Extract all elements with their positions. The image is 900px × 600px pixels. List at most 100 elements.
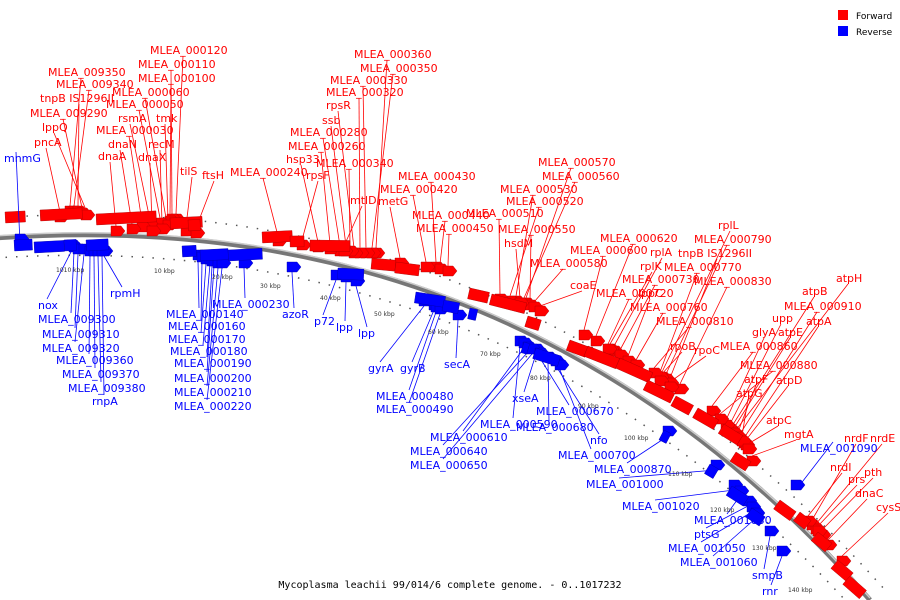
reverse-gene-leader	[197, 259, 200, 309]
scale-tick-label: 110 kbp	[668, 471, 693, 478]
forward-gene-label: MLEA_000420	[380, 183, 458, 196]
reverse-gene-leader	[618, 469, 717, 479]
reverse-gene-block	[13, 238, 33, 252]
reverse-gene-label: lpp	[358, 327, 375, 340]
forward-gene-leader	[320, 151, 331, 245]
legend: Forward Reverse	[838, 10, 893, 38]
forward-gene-block	[4, 210, 26, 224]
forward-gene-label: mgtA	[784, 428, 814, 441]
forward-gene-label: MLEA_000770	[664, 261, 742, 274]
forward-gene-label: atpC	[766, 414, 792, 427]
reverse-gene-label: MLEA_009380	[68, 382, 146, 395]
scale-tick-label: 140 kbp	[788, 587, 813, 594]
reverse-gene-label: nox	[38, 299, 58, 312]
reverse-gene-block	[704, 463, 719, 479]
forward-gene-label: MLEA_000730	[622, 273, 700, 286]
reverse-gene-label: nfo	[590, 434, 608, 447]
forward-gene-block	[467, 287, 490, 304]
reverse-gene-label: MLEA_000160	[168, 320, 246, 333]
forward-gene-block	[642, 379, 676, 404]
reverse-gene-leader	[770, 555, 783, 586]
forward-gene-label: MLEA_000830	[694, 275, 772, 288]
forward-gene-block	[810, 531, 833, 553]
forward-gene-label: hsp33	[286, 153, 320, 166]
reverse-gene-leader	[547, 361, 550, 422]
reverse-gene-leader	[88, 255, 91, 355]
reverse-gene-leader	[322, 279, 337, 316]
forward-gene-block	[729, 451, 752, 472]
reverse-gene-label: MLEA_000700	[558, 449, 636, 462]
forward-gene-label: MLEA_000560	[542, 170, 620, 183]
forward-gene-leader	[737, 384, 757, 433]
forward-gene-label: MLEA_000340	[316, 157, 394, 170]
forward-gene-label: MLEA_009350	[48, 66, 126, 79]
reverse-gene-leader	[705, 505, 749, 529]
reverse-gene-block	[227, 248, 263, 262]
forward-gene-block	[842, 575, 867, 600]
reverse-gene-arrow	[790, 479, 806, 491]
forward-gene-label: ssb	[322, 114, 340, 127]
forward-gene-label: coaE	[570, 279, 597, 292]
reverse-gene-label: MLEA_000170	[168, 333, 246, 346]
reverse-gene-label: smpB	[752, 569, 783, 582]
reverse-gene-label: MLEA_009310	[42, 328, 120, 341]
forward-gene-label: dnaX	[138, 151, 167, 164]
forward-gene-leader	[669, 258, 718, 379]
reverse-gene-leader	[355, 285, 368, 328]
forward-gene-leader	[337, 110, 355, 249]
forward-gene-leader	[128, 135, 143, 223]
forward-gene-label: MLEA_000440	[412, 209, 490, 222]
forward-gene-label: MLEA_000320	[326, 86, 404, 99]
scale-tick-label: 40 kbp	[320, 295, 341, 302]
forward-gene-label: rplA	[650, 246, 673, 259]
forward-gene-arrow	[146, 225, 162, 237]
reverse-gene-label: MLEA_001060	[680, 556, 758, 569]
forward-gene-label: cysS	[876, 501, 900, 514]
reverse-gene-leader	[763, 535, 771, 570]
forward-gene-leader	[498, 218, 501, 295]
forward-gene-leader	[747, 425, 779, 445]
reverse-gene-leader	[206, 265, 215, 373]
scale-tick-label: 100 kbp	[624, 435, 649, 442]
forward-gene-leader	[523, 181, 576, 299]
reverse-gene-label: mnmG	[4, 152, 41, 165]
forward-gene-leader	[669, 355, 707, 383]
reverse-gene-leader	[70, 251, 75, 314]
forward-gene-label: rplK	[640, 260, 663, 273]
forward-gene-leader	[807, 472, 843, 517]
forward-gene-label: ftsH	[202, 169, 224, 182]
forward-gene-label: MLEA_000240	[230, 166, 308, 179]
reverse-gene-label: MLEA_009300	[38, 313, 116, 326]
forward-gene-leader	[725, 337, 765, 421]
forward-gene-leader	[679, 286, 728, 385]
reverse-gene-leader	[206, 265, 213, 358]
forward-gene-label: MLEA_000790	[694, 233, 772, 246]
reverse-gene-leader	[202, 263, 211, 346]
forward-gene-leader	[729, 323, 782, 425]
forward-gene-arrow	[420, 261, 436, 273]
reverse-gene-label: rnr	[762, 585, 778, 598]
forward-gene-leader	[607, 298, 630, 345]
forward-gene-label: atpB	[802, 285, 828, 298]
forward-gene-leader	[583, 255, 604, 331]
reverse-gene-label: rpmH	[110, 287, 141, 300]
reverse-gene-leader	[101, 255, 105, 396]
forward-gene-block	[489, 293, 528, 314]
genome-backbone-highlight	[0, 231, 871, 599]
forward-gene-label: nrdI	[830, 461, 852, 474]
scale-tick-label: 70 kbp	[480, 351, 501, 358]
forward-gene-label: dnaC	[855, 487, 884, 500]
forward-gene-arrow	[110, 225, 126, 237]
forward-gene-leader	[609, 271, 653, 345]
forward-gene-block	[261, 230, 293, 244]
forward-gene-label: mtlD	[350, 194, 377, 207]
reverse-gene-label: azoR	[282, 308, 309, 321]
reverse-gene-leader	[442, 351, 529, 446]
forward-gene-block	[524, 315, 542, 331]
forward-gene-leader	[821, 477, 874, 531]
forward-gene-label: glyA	[752, 326, 777, 339]
reverse-gene-leader	[291, 271, 295, 309]
forward-gene-leader	[665, 244, 728, 375]
legend-reverse-label: Reverse	[856, 28, 893, 38]
